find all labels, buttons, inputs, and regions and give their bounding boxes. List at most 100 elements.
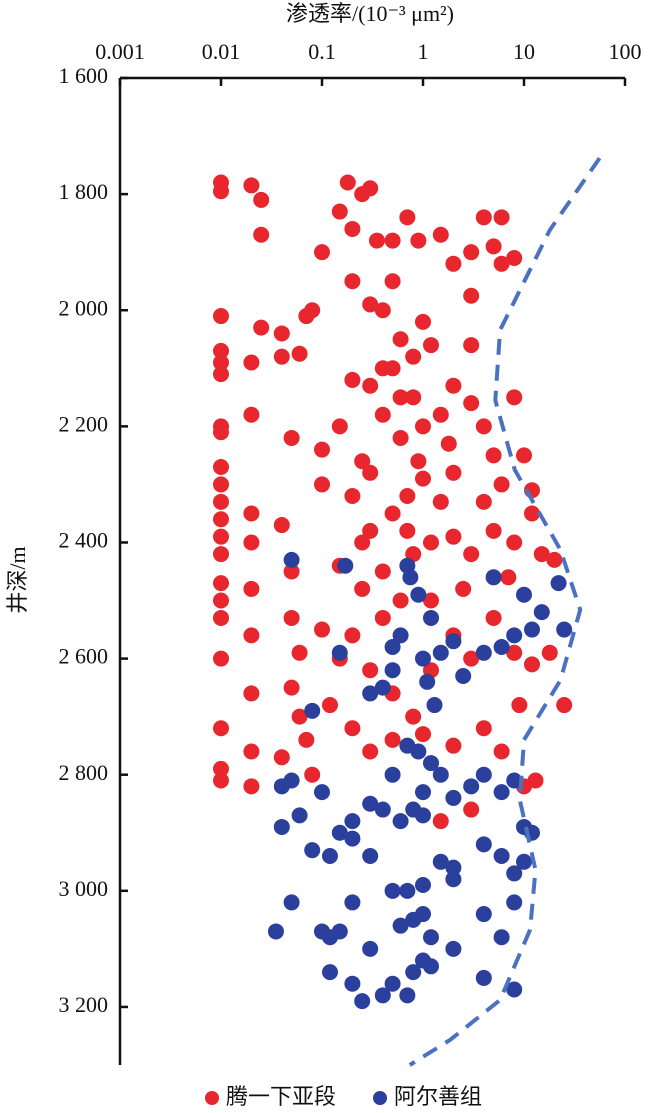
point	[415, 906, 431, 923]
point	[475, 766, 492, 783]
point	[392, 627, 409, 644]
point	[213, 760, 229, 777]
point	[485, 569, 502, 586]
point	[399, 209, 416, 226]
point	[273, 818, 290, 835]
point	[331, 418, 348, 435]
point	[314, 476, 330, 493]
point	[384, 731, 401, 748]
point	[415, 470, 431, 487]
point	[493, 784, 510, 801]
point	[314, 441, 330, 458]
point	[273, 348, 290, 365]
point	[337, 557, 354, 574]
point	[475, 836, 492, 853]
point	[331, 824, 348, 841]
point	[419, 673, 436, 690]
point	[405, 964, 422, 981]
point	[415, 877, 431, 894]
point	[362, 296, 379, 313]
point	[339, 174, 356, 191]
point	[493, 255, 510, 272]
point	[243, 580, 260, 597]
point	[463, 778, 480, 795]
point	[533, 604, 550, 621]
point	[455, 580, 472, 597]
point	[213, 575, 229, 592]
point	[506, 894, 523, 911]
point	[475, 906, 492, 923]
point	[374, 801, 391, 818]
point	[283, 429, 300, 446]
point	[321, 929, 338, 946]
point	[304, 842, 321, 859]
y-tick-label: 2 600	[59, 644, 109, 669]
point	[475, 418, 492, 435]
point	[455, 668, 472, 685]
point	[445, 871, 462, 888]
y-tick-label: 3 200	[59, 992, 109, 1017]
point	[475, 720, 492, 737]
point	[392, 813, 409, 830]
point	[445, 464, 462, 481]
x-tick-label: 10	[513, 39, 535, 64]
point	[253, 226, 270, 243]
point	[374, 563, 391, 580]
point	[291, 708, 308, 725]
point	[213, 354, 229, 371]
point	[344, 894, 361, 911]
point	[493, 476, 510, 493]
point	[213, 592, 229, 609]
point	[291, 644, 308, 661]
point	[516, 586, 532, 603]
point	[362, 940, 379, 957]
legend-marker	[205, 1091, 219, 1105]
point	[273, 325, 290, 342]
point	[422, 592, 439, 609]
point	[213, 720, 229, 737]
point	[384, 638, 401, 655]
point	[506, 644, 523, 661]
point	[506, 389, 523, 406]
point	[410, 743, 427, 760]
point	[298, 731, 315, 748]
point	[243, 743, 260, 760]
point	[493, 929, 510, 946]
point	[516, 447, 532, 464]
point	[432, 813, 449, 830]
point	[283, 551, 300, 568]
point	[314, 784, 330, 801]
point	[550, 575, 567, 592]
point	[243, 505, 260, 522]
point	[384, 766, 401, 783]
point	[463, 337, 480, 354]
point	[213, 511, 229, 528]
point	[213, 650, 229, 667]
point	[253, 319, 270, 336]
x-axis-label: 渗透率/(10⁻³ μm²)	[286, 1, 454, 26]
point	[432, 766, 449, 783]
x-tick-label: 0.01	[202, 39, 241, 64]
point	[213, 308, 229, 325]
point	[463, 650, 480, 667]
point	[213, 528, 229, 545]
point	[415, 418, 431, 435]
point	[440, 435, 457, 452]
point	[291, 345, 308, 362]
point	[463, 244, 480, 261]
point	[422, 609, 439, 626]
point	[422, 337, 439, 354]
point	[523, 656, 540, 673]
point	[283, 563, 300, 580]
point	[283, 679, 300, 696]
point	[321, 964, 338, 981]
point	[432, 853, 449, 870]
point	[362, 795, 379, 812]
point	[368, 232, 385, 249]
point	[344, 488, 361, 505]
point	[506, 627, 523, 644]
point	[415, 807, 431, 824]
point	[415, 313, 431, 330]
point	[422, 755, 439, 772]
